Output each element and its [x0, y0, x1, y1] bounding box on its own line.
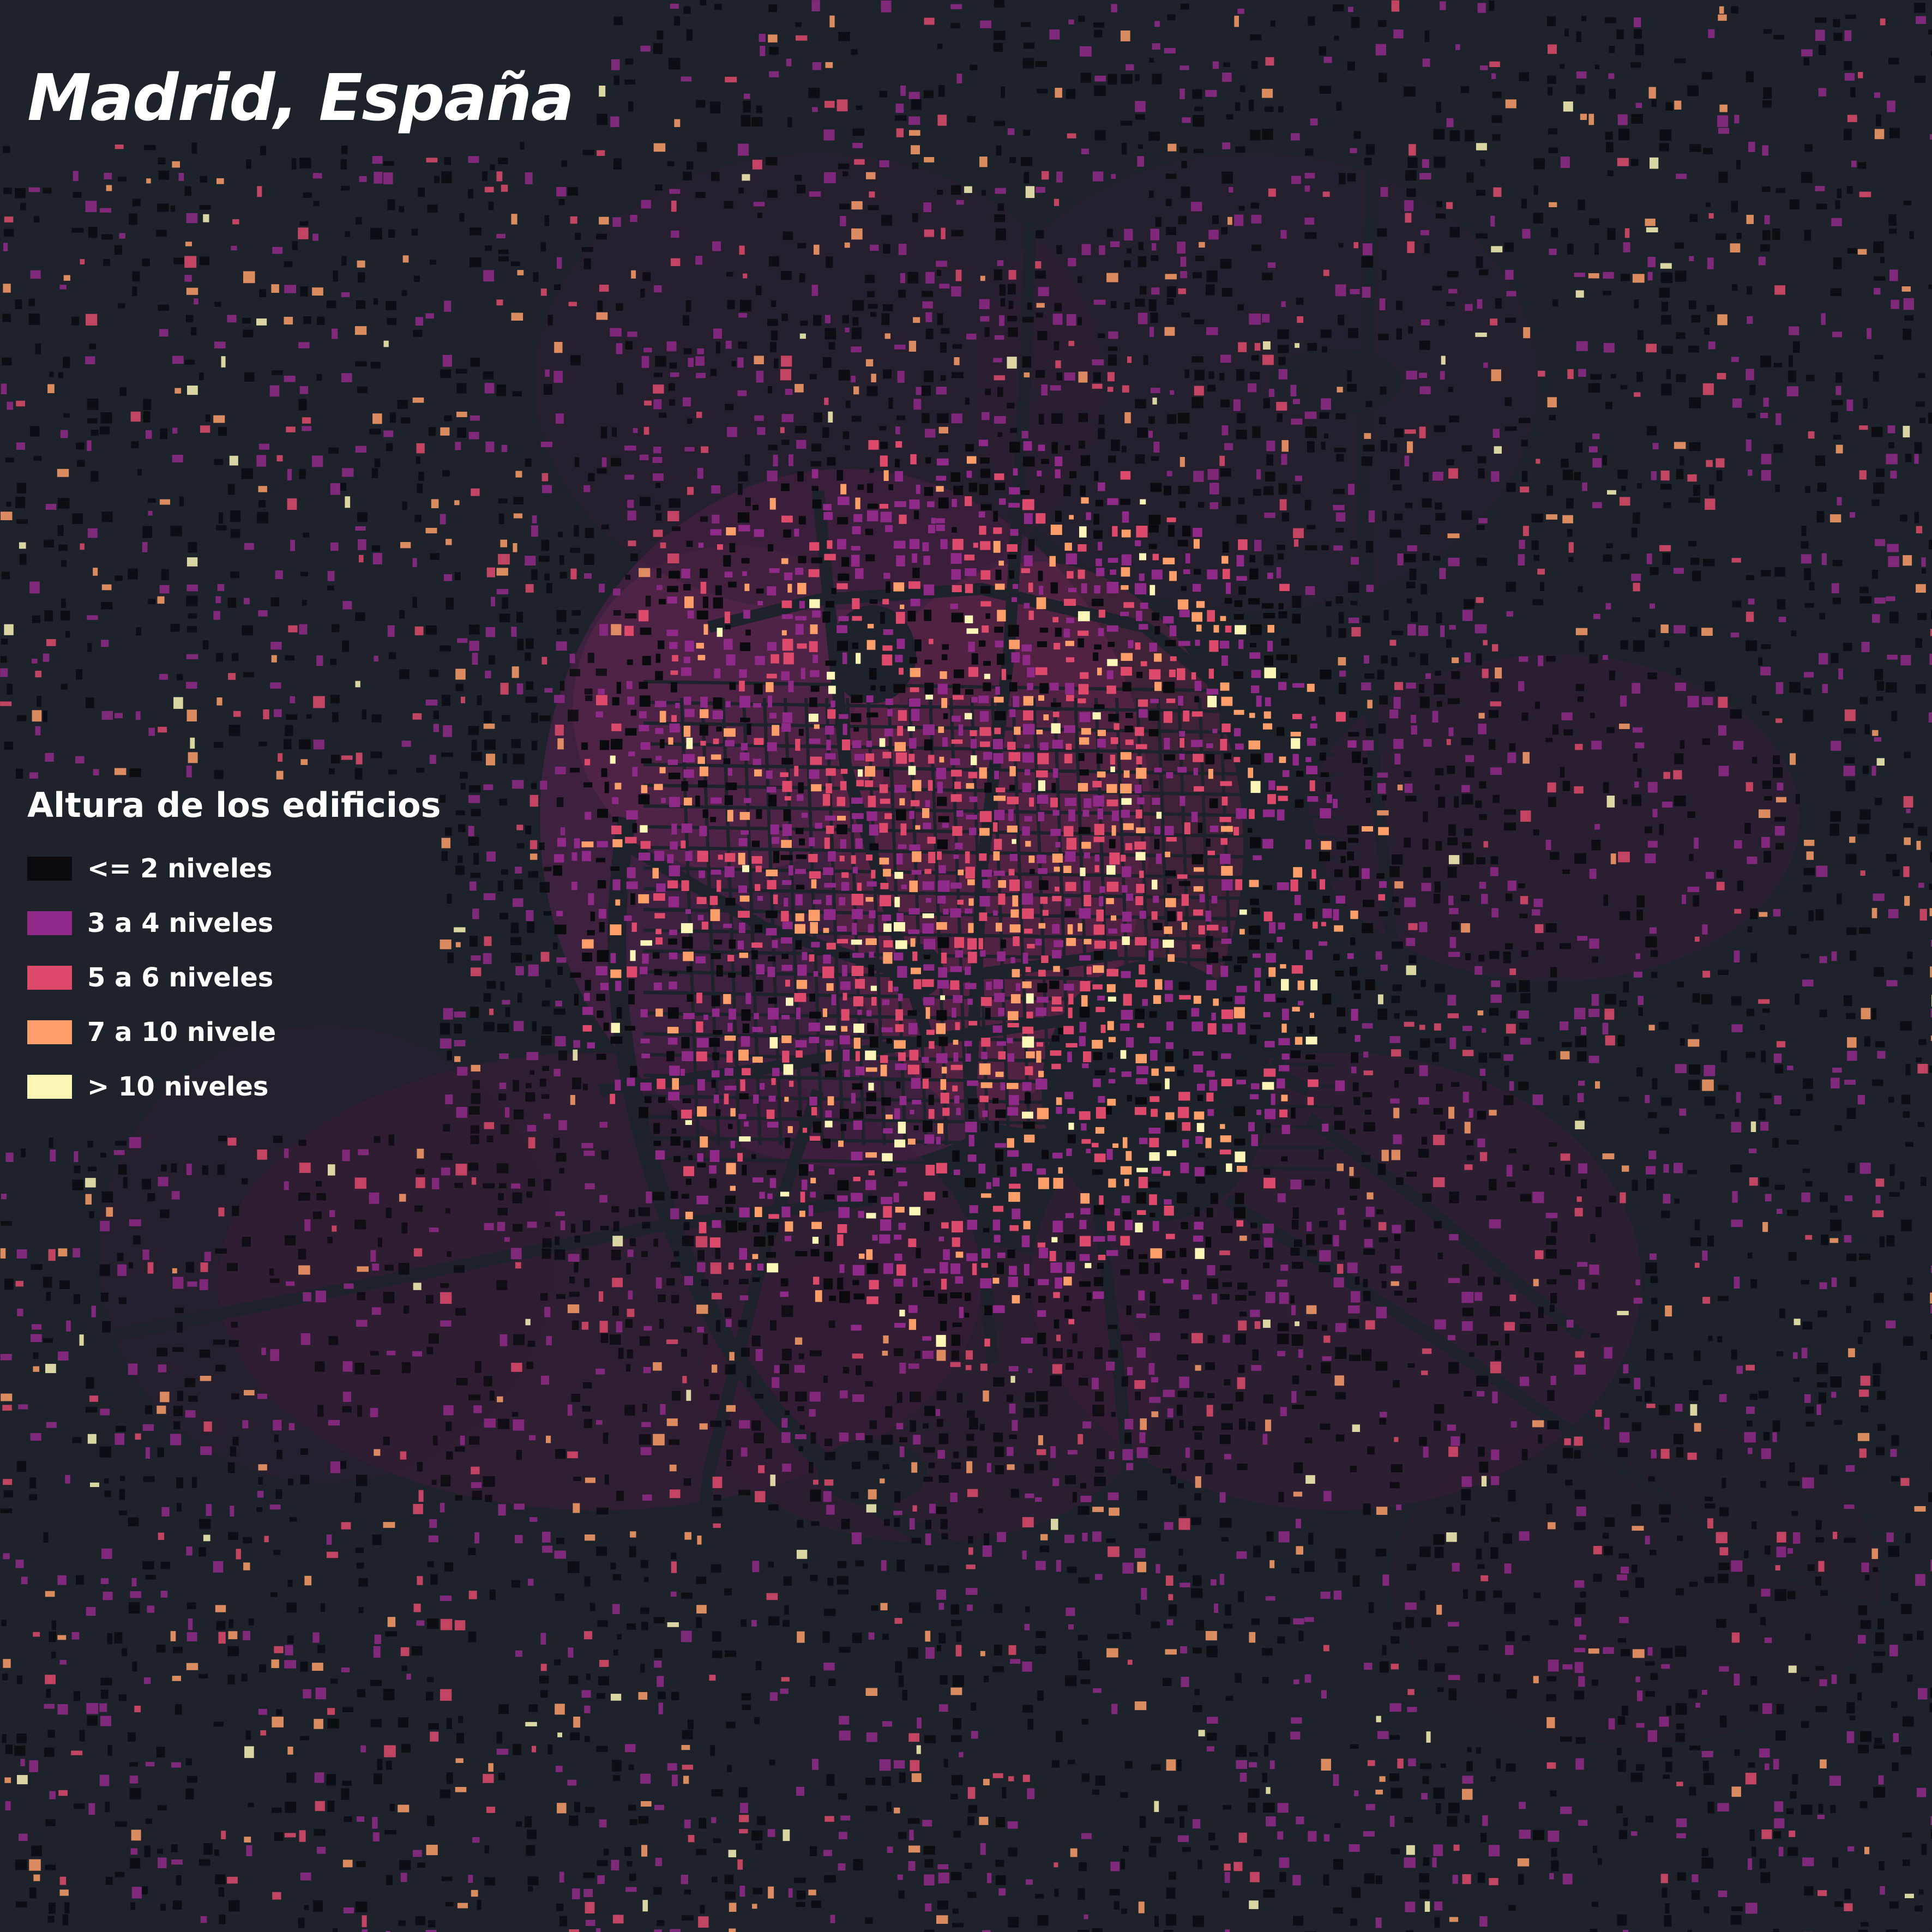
- legend-label: 5 a 6 niveles: [87, 962, 274, 993]
- legend-item-le2: <= 2 niveles: [27, 841, 441, 896]
- legend-label: <= 2 niveles: [87, 853, 273, 884]
- legend: Altura de los edificios <= 2 niveles 3 a…: [27, 785, 441, 1114]
- legend-label: > 10 niveles: [87, 1072, 269, 1102]
- legend-swatch: [27, 1020, 72, 1044]
- legend-label: 3 a 4 niveles: [87, 908, 274, 938]
- legend-title: Altura de los edificios: [27, 785, 441, 825]
- legend-swatch: [27, 911, 72, 935]
- legend-item-3-4: 3 a 4 niveles: [27, 896, 441, 950]
- legend-item-7-10: 7 a 10 nivele: [27, 1005, 441, 1060]
- legend-swatch: [27, 857, 72, 881]
- map-title: Madrid, España: [27, 60, 574, 135]
- legend-item-5-6: 5 a 6 niveles: [27, 950, 441, 1005]
- legend-swatch: [27, 1075, 72, 1099]
- legend-item-gt10: > 10 niveles: [27, 1060, 441, 1114]
- legend-label: 7 a 10 nivele: [87, 1017, 276, 1048]
- legend-swatch: [27, 966, 72, 990]
